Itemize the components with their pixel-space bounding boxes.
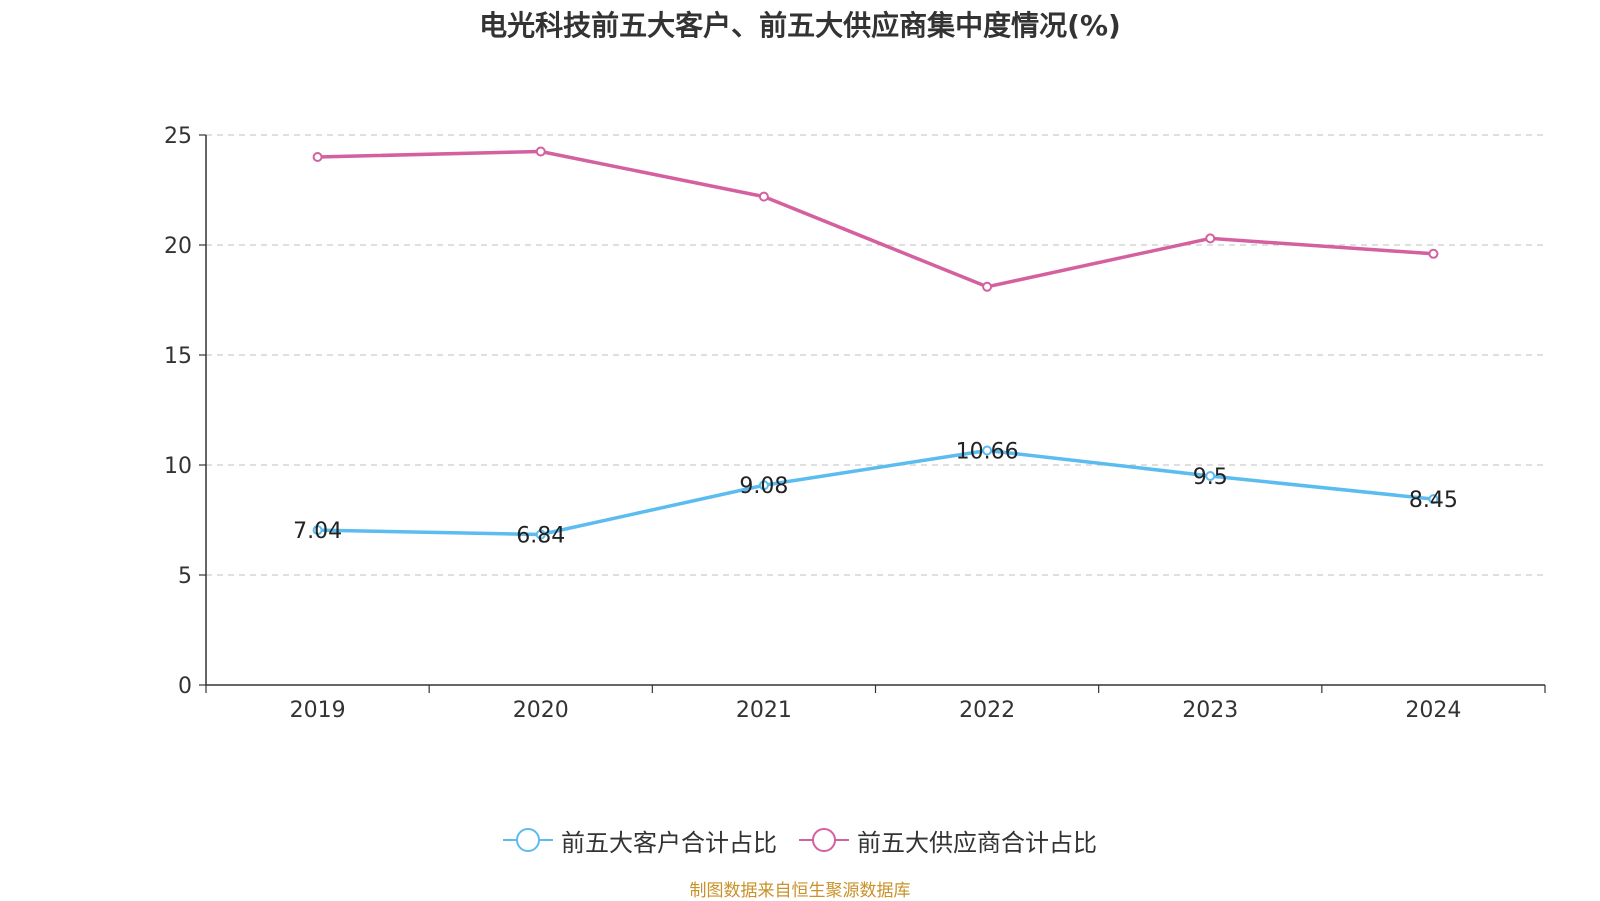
data-label: 6.84	[516, 524, 565, 549]
data-label: 8.45	[1409, 488, 1458, 513]
data-point[interactable]	[982, 281, 993, 292]
y-tick-label: 20	[164, 234, 192, 259]
data-point[interactable]	[535, 146, 546, 157]
data-point[interactable]	[312, 525, 323, 536]
x-tick-label: 2020	[513, 698, 569, 723]
data-labels: 7.04 6.84 9.08 10.66 9.5 8.45	[293, 439, 1458, 548]
x-tick-label: 2023	[1182, 698, 1238, 723]
data-point[interactable]	[758, 191, 769, 202]
y-tick-label: 10	[164, 454, 192, 479]
legend-item-customers[interactable]: 前五大客户合计占比	[503, 823, 777, 858]
series-line-0	[317, 448, 1434, 537]
x-tick-label: 2024	[1405, 698, 1461, 723]
legend-marker-suppliers	[799, 828, 849, 852]
legend-label-suppliers: 前五大供应商合计占比	[857, 828, 1097, 857]
x-tick-label: 2021	[736, 698, 792, 723]
gridlines	[206, 134, 1545, 576]
series	[312, 146, 1439, 540]
data-point[interactable]	[1205, 471, 1216, 481]
data-point[interactable]	[535, 529, 546, 540]
series-line-1	[317, 149, 1434, 289]
data-label: 9.5	[1193, 465, 1228, 490]
data-point[interactable]	[1428, 494, 1439, 505]
legend: 前五大客户合计占比 前五大供应商合计占比	[0, 820, 1600, 860]
x-tick-label: 2022	[959, 698, 1015, 723]
axes: 0 5 10 15 20 25 2019 2020 2021 2022 2023 2024	[164, 124, 1546, 723]
legend-label-customers: 前五大客户合计占比	[561, 828, 777, 857]
y-tick-label: 25	[164, 124, 192, 149]
data-point[interactable]	[1428, 248, 1439, 259]
chart-title: 电光科技前五大客户、前五大供应商集中度情况(%)	[479, 9, 1121, 42]
legend-marker-customers	[503, 828, 553, 852]
source-note: 制图数据来自恒生聚源数据库	[689, 881, 911, 901]
data-point[interactable]	[312, 152, 323, 162]
line-chart: 0 5 10 15 20 25 2019 2020 2021 2022 2023 2024 7.04 6…	[164, 124, 1546, 723]
legend-item-suppliers[interactable]: 前五大供应商合计占比	[799, 823, 1097, 858]
data-point[interactable]	[758, 480, 769, 491]
data-point[interactable]	[982, 445, 993, 456]
x-tick-label: 2019	[290, 698, 346, 723]
data-label: 10.66	[956, 439, 1019, 464]
y-tick-label: 15	[164, 344, 192, 369]
data-label: 9.08	[739, 474, 788, 499]
data-label: 7.04	[293, 519, 342, 544]
data-point[interactable]	[1205, 233, 1216, 244]
y-tick-label: 0	[178, 674, 192, 699]
y-tick-label: 5	[178, 564, 192, 589]
